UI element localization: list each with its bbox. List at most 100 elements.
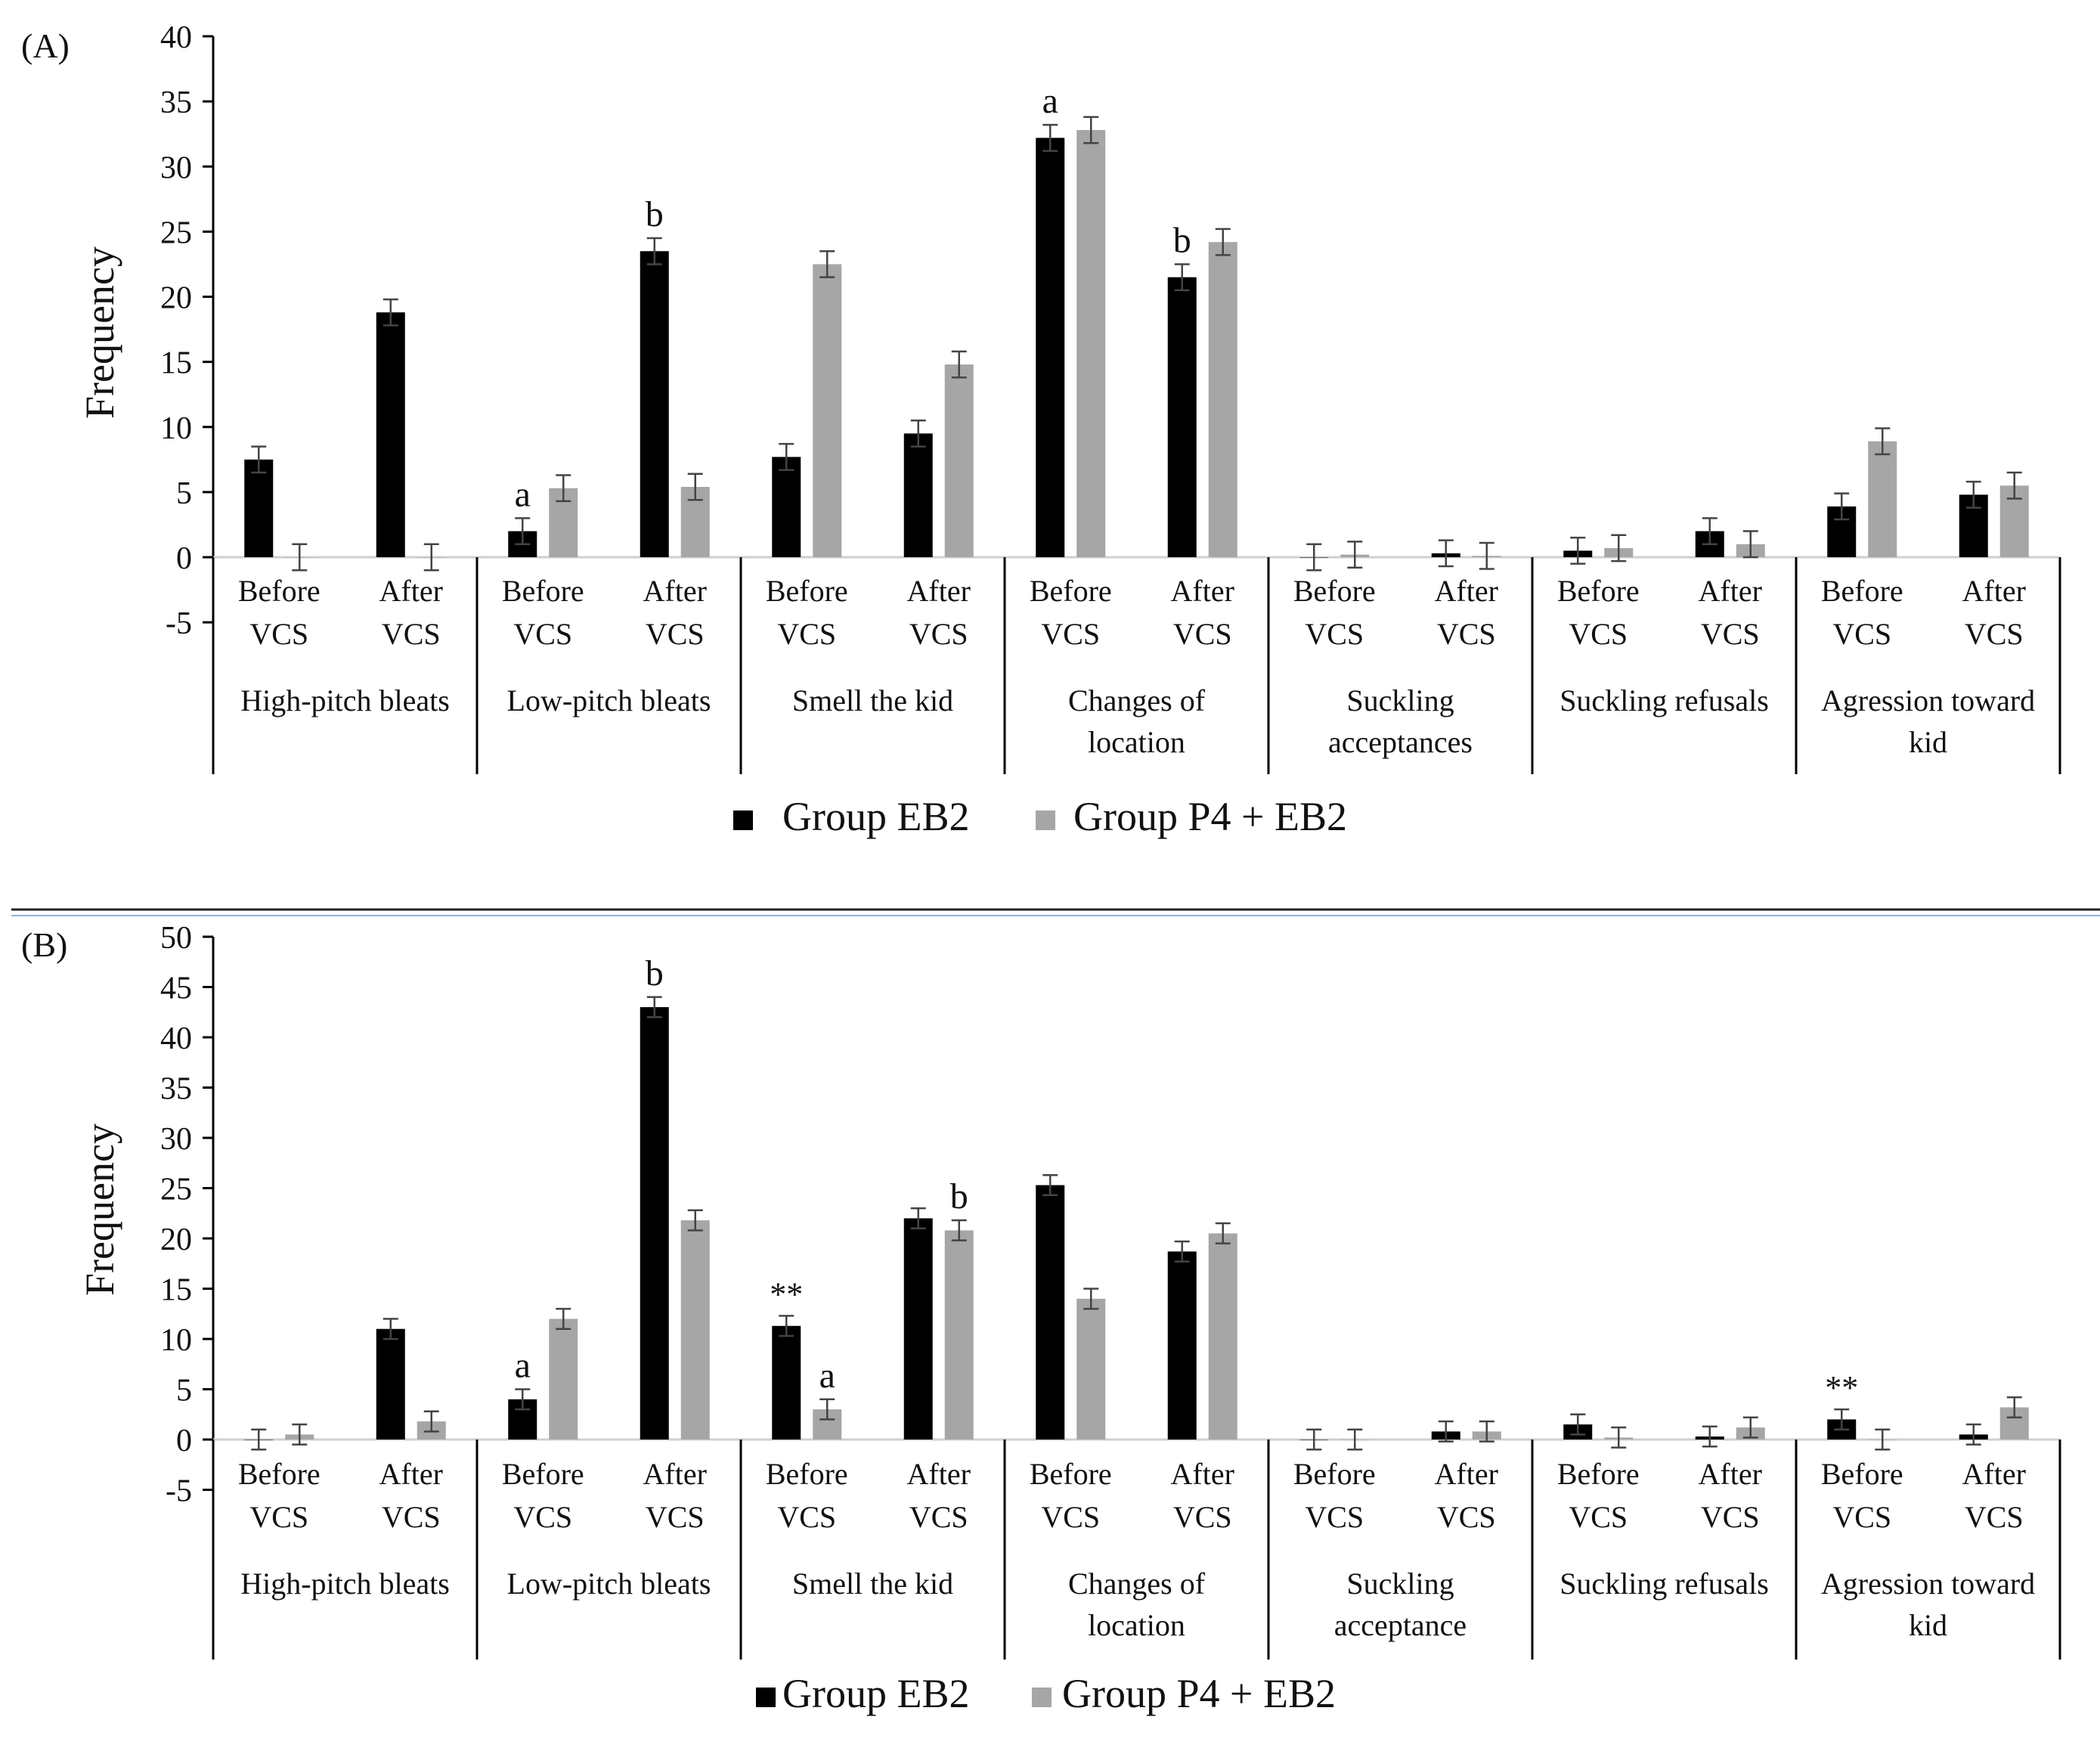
legend-label: Group EB2	[782, 794, 969, 839]
x-subcategory-label: After	[1962, 1457, 2026, 1491]
x-subcategory-label: After	[1962, 574, 2026, 608]
y-tick-label: 35	[160, 1072, 192, 1107]
x-subcategory-label: VCS	[1437, 1500, 1496, 1534]
x-group-label: Suckling refusals	[1560, 683, 1769, 717]
x-subcategory-label: After	[1699, 1457, 1762, 1491]
y-tick-label: 40	[160, 20, 192, 55]
x-group-label: Smell the kid	[792, 683, 953, 717]
x-group-label: Suckling refusals	[1560, 1567, 1769, 1601]
x-subcategory-label: Before	[1293, 1457, 1376, 1491]
x-subcategory-label: VCS	[909, 617, 968, 651]
x-group-label: Changes of	[1068, 1567, 1206, 1601]
significance-annotation: a	[1042, 81, 1058, 121]
x-subcategory-label: VCS	[909, 1500, 968, 1534]
y-tick-label: 50	[160, 921, 192, 956]
bar-p4-eb2	[1076, 1298, 1106, 1440]
x-group-label: Low-pitch bleats	[507, 683, 711, 717]
x-subcategory-label: VCS	[1041, 617, 1100, 651]
x-group-label: location	[1088, 725, 1185, 759]
bar-eb2	[903, 433, 933, 557]
x-group-label: Changes of	[1068, 683, 1206, 717]
x-subcategory-label: VCS	[249, 1500, 308, 1534]
x-subcategory-label: VCS	[513, 1500, 572, 1534]
legend-swatch	[733, 810, 753, 830]
x-subcategory-label: After	[1435, 574, 1498, 608]
x-subcategory-label: VCS	[513, 617, 572, 651]
panel-label: (B)	[21, 925, 67, 964]
significance-annotation: b	[1173, 220, 1191, 260]
y-tick-label: 40	[160, 1021, 192, 1056]
y-tick-label: 30	[160, 150, 192, 185]
y-tick-label: 30	[160, 1122, 192, 1157]
legend-swatch	[1036, 810, 1055, 830]
x-subcategory-label: VCS	[382, 1500, 441, 1534]
x-group-label: kid	[1909, 725, 1947, 759]
x-subcategory-label: After	[907, 574, 971, 608]
x-group-label: Suckling	[1346, 683, 1454, 717]
x-subcategory-label: VCS	[1173, 1500, 1232, 1534]
x-group-label: location	[1088, 1608, 1185, 1642]
x-subcategory-label: VCS	[1701, 617, 1760, 651]
legend-swatch	[1032, 1688, 1052, 1707]
panel-label: (A)	[21, 26, 70, 65]
y-axis-title: Frequency	[77, 1123, 122, 1296]
x-subcategory-label: After	[1435, 1457, 1498, 1491]
y-tick-label: 35	[160, 85, 192, 120]
bar-eb2	[640, 1007, 669, 1440]
y-tick-label: 25	[160, 215, 192, 250]
x-subcategory-label: Before	[502, 1457, 584, 1491]
legend-label: Group P4 + EB2	[1062, 1671, 1336, 1716]
y-tick-label: 20	[160, 1223, 192, 1257]
x-subcategory-label: VCS	[1965, 1500, 2024, 1534]
y-tick-label: 45	[160, 972, 192, 1006]
y-tick-label: -5	[166, 1474, 192, 1509]
x-subcategory-label: Before	[238, 1457, 321, 1491]
x-subcategory-label: VCS	[1305, 617, 1364, 651]
x-subcategory-label: VCS	[1569, 617, 1628, 651]
x-subcategory-label: VCS	[1832, 1500, 1891, 1534]
x-subcategory-label: Before	[1557, 1457, 1640, 1491]
y-tick-label: 20	[160, 281, 192, 316]
bar-eb2	[1036, 138, 1065, 558]
bar-p4-eb2	[1868, 441, 1897, 557]
x-subcategory-label: VCS	[1305, 1500, 1364, 1534]
x-subcategory-label: After	[1171, 1457, 1234, 1491]
x-subcategory-label: After	[379, 1457, 443, 1491]
x-group-label: acceptance	[1334, 1608, 1467, 1642]
x-group-label: kid	[1909, 1608, 1947, 1642]
x-subcategory-label: After	[379, 574, 443, 608]
x-subcategory-label: Before	[1821, 1457, 1903, 1491]
y-tick-label: -5	[166, 606, 192, 641]
legend-label: Group P4 + EB2	[1073, 794, 1347, 839]
x-subcategory-label: VCS	[777, 617, 836, 651]
x-subcategory-label: After	[643, 574, 707, 608]
x-subcategory-label: Before	[1030, 574, 1112, 608]
x-subcategory-label: VCS	[1701, 1500, 1760, 1534]
x-subcategory-label: After	[643, 1457, 707, 1491]
bar-eb2	[772, 457, 801, 557]
x-subcategory-label: Before	[502, 574, 584, 608]
bar-eb2	[376, 1328, 405, 1440]
x-subcategory-label: VCS	[382, 617, 441, 651]
bar-eb2	[376, 312, 405, 557]
x-group-label: Smell the kid	[792, 1567, 953, 1601]
x-subcategory-label: Before	[238, 574, 321, 608]
y-tick-label: 10	[160, 1323, 192, 1358]
x-subcategory-label: VCS	[1041, 1500, 1100, 1534]
x-subcategory-label: After	[1699, 574, 1762, 608]
x-subcategory-label: VCS	[1569, 1500, 1628, 1534]
x-subcategory-label: After	[1171, 574, 1234, 608]
x-subcategory-label: VCS	[1832, 617, 1891, 651]
x-subcategory-label: VCS	[249, 617, 308, 651]
x-group-label: acceptances	[1328, 725, 1473, 759]
x-subcategory-label: VCS	[777, 1500, 836, 1534]
x-group-label: High-pitch bleats	[240, 1567, 450, 1601]
y-tick-label: 15	[160, 346, 192, 381]
x-subcategory-label: VCS	[1173, 617, 1232, 651]
x-group-label: Agression toward	[1821, 683, 2035, 717]
y-tick-label: 5	[176, 1374, 192, 1409]
x-subcategory-label: VCS	[1437, 617, 1496, 651]
y-tick-label: 0	[176, 1424, 192, 1458]
bar-p4-eb2	[1208, 242, 1237, 557]
